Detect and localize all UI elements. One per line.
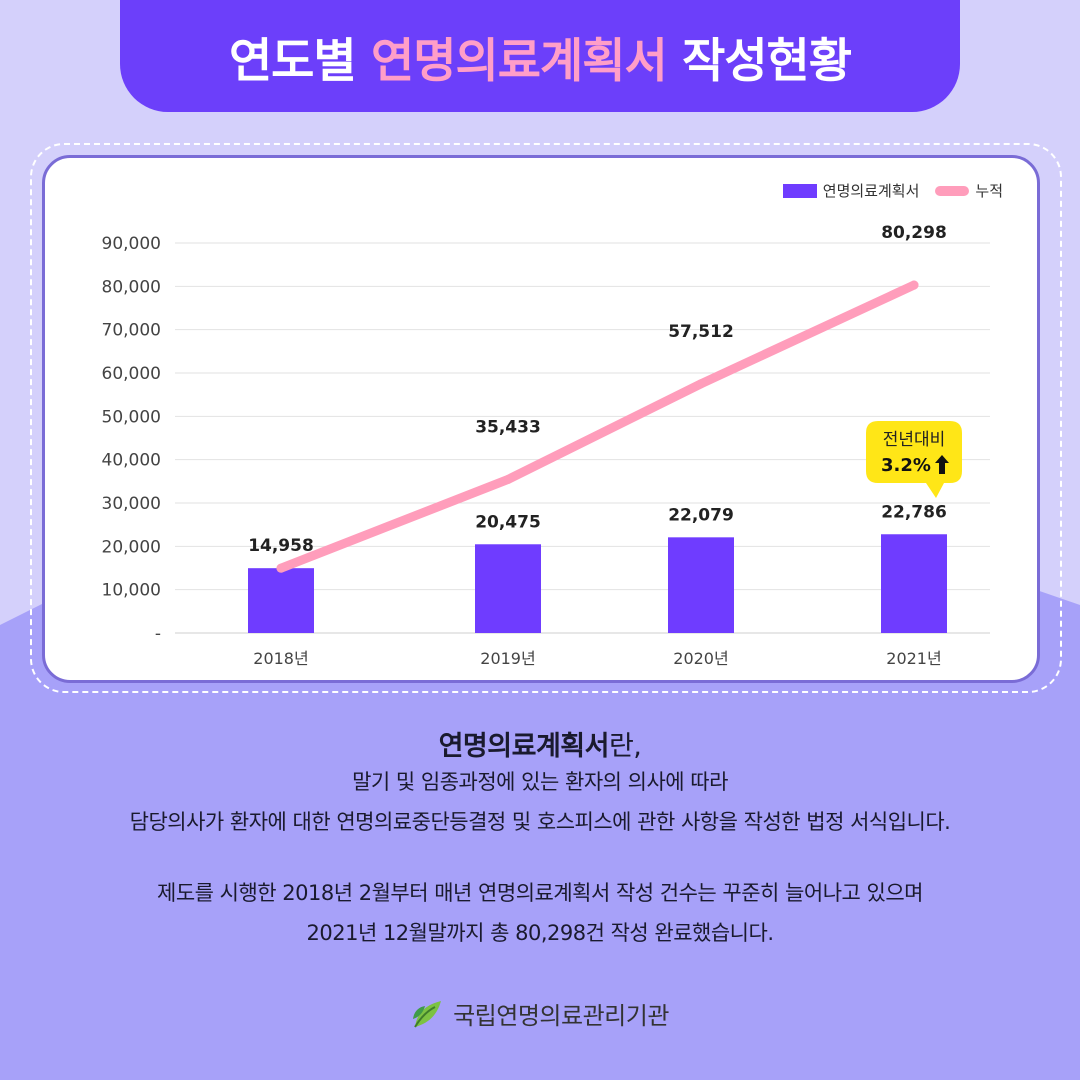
x-tick-label: 2020년: [673, 649, 728, 668]
legend-swatch-bar: [782, 183, 817, 198]
legend-item-bar: 연명의료계획서: [782, 180, 920, 201]
y-tick-label: 40,000: [102, 451, 161, 471]
legend-label-line: 누적: [975, 182, 1003, 200]
chart-legend: 연명의료계획서 누적: [782, 180, 1003, 201]
up-arrow-icon: [935, 455, 949, 474]
legend-item-line: 누적: [935, 180, 1003, 201]
legend-label-bar: 연명의료계획서: [822, 182, 920, 200]
line-value-label: 35,433: [475, 417, 541, 437]
chart: - 10,000 20,000 30,000 40,000 50,000 60,000 70,…: [102, 223, 990, 668]
x-tick-label: 2021년: [886, 649, 941, 668]
description-title-bold: 연명의료계획서: [438, 731, 610, 762]
bar: [881, 534, 947, 633]
description-line-4: 2021년 12월말까지 총 80,298건 작성 완료했습니다.: [306, 921, 775, 945]
y-tick-label: 60,000: [102, 364, 161, 384]
y-tick-label: 20,000: [102, 537, 161, 557]
y-tick-label: 80,000: [102, 277, 161, 297]
background-lower-panel: [0, 560, 1080, 1080]
callout-bubble: [866, 421, 962, 498]
bar-value-label: 14,958: [248, 536, 314, 556]
line-value-label: 80,298: [881, 223, 947, 243]
footer-org-name: 국립연명의료관리기관: [453, 1002, 669, 1030]
legend-swatch-line: [935, 185, 970, 196]
callout-line-1: 전년대비: [883, 430, 946, 450]
description-line-1: 말기 및 임종과정에 있는 환자의 의사에 따라: [352, 770, 728, 794]
leaf-logo-icon: [413, 1000, 442, 1028]
cumulative-line: [276, 280, 919, 573]
description-title: 연명의료계획서란,: [0, 724, 1080, 763]
title-part-1: 연도별: [228, 33, 372, 89]
y-tick-label: -: [155, 624, 161, 644]
callout-line-2: 3.2%: [881, 455, 931, 476]
bar: [248, 568, 314, 633]
title-banner: 연도별 연명의료계획서 작성현황: [120, 0, 960, 112]
description-line-2: 담당의사가 환자에 대한 연명의료중단등결정 및 호스피스에 관한 사항을 작성…: [129, 810, 951, 834]
line-value-label: 57,512: [668, 322, 734, 342]
bar-value-label: 20,475: [475, 512, 541, 532]
footer: 국립연명의료관리기관: [0, 996, 1080, 1031]
y-tick-label: 10,000: [102, 581, 161, 601]
bar: [475, 544, 541, 633]
title-part-2: 작성현황: [666, 33, 852, 89]
x-tick-label: 2018년: [253, 649, 308, 668]
y-tick-label: 70,000: [102, 321, 161, 341]
bar-value-label: 22,786: [881, 502, 947, 522]
y-tick-label: 50,000: [102, 407, 161, 427]
bar-value-label: 22,079: [668, 505, 734, 525]
line-point: [503, 474, 513, 484]
title-accent: 연명의료계획서: [371, 33, 668, 89]
card-dashed-outline: [30, 143, 1062, 693]
x-tick-label: 2019년: [480, 649, 535, 668]
chart-card: - 10,000 20,000 30,000 40,000 50,000 60,000 70,…: [42, 155, 1040, 683]
bar: [668, 537, 734, 633]
line-point: [696, 379, 706, 389]
description-title-rest: 란,: [608, 731, 642, 762]
y-tick-label: 30,000: [102, 494, 161, 514]
page-title: 연도별 연명의료계획서 작성현황: [228, 22, 852, 91]
line-point: [909, 280, 919, 290]
description-line-3: 제도를 시행한 2018년 2월부터 매년 연명의료계획서 작성 건수는 꾸준히…: [157, 881, 923, 905]
y-tick-label: 90,000: [102, 234, 161, 254]
line-point: [276, 563, 286, 573]
